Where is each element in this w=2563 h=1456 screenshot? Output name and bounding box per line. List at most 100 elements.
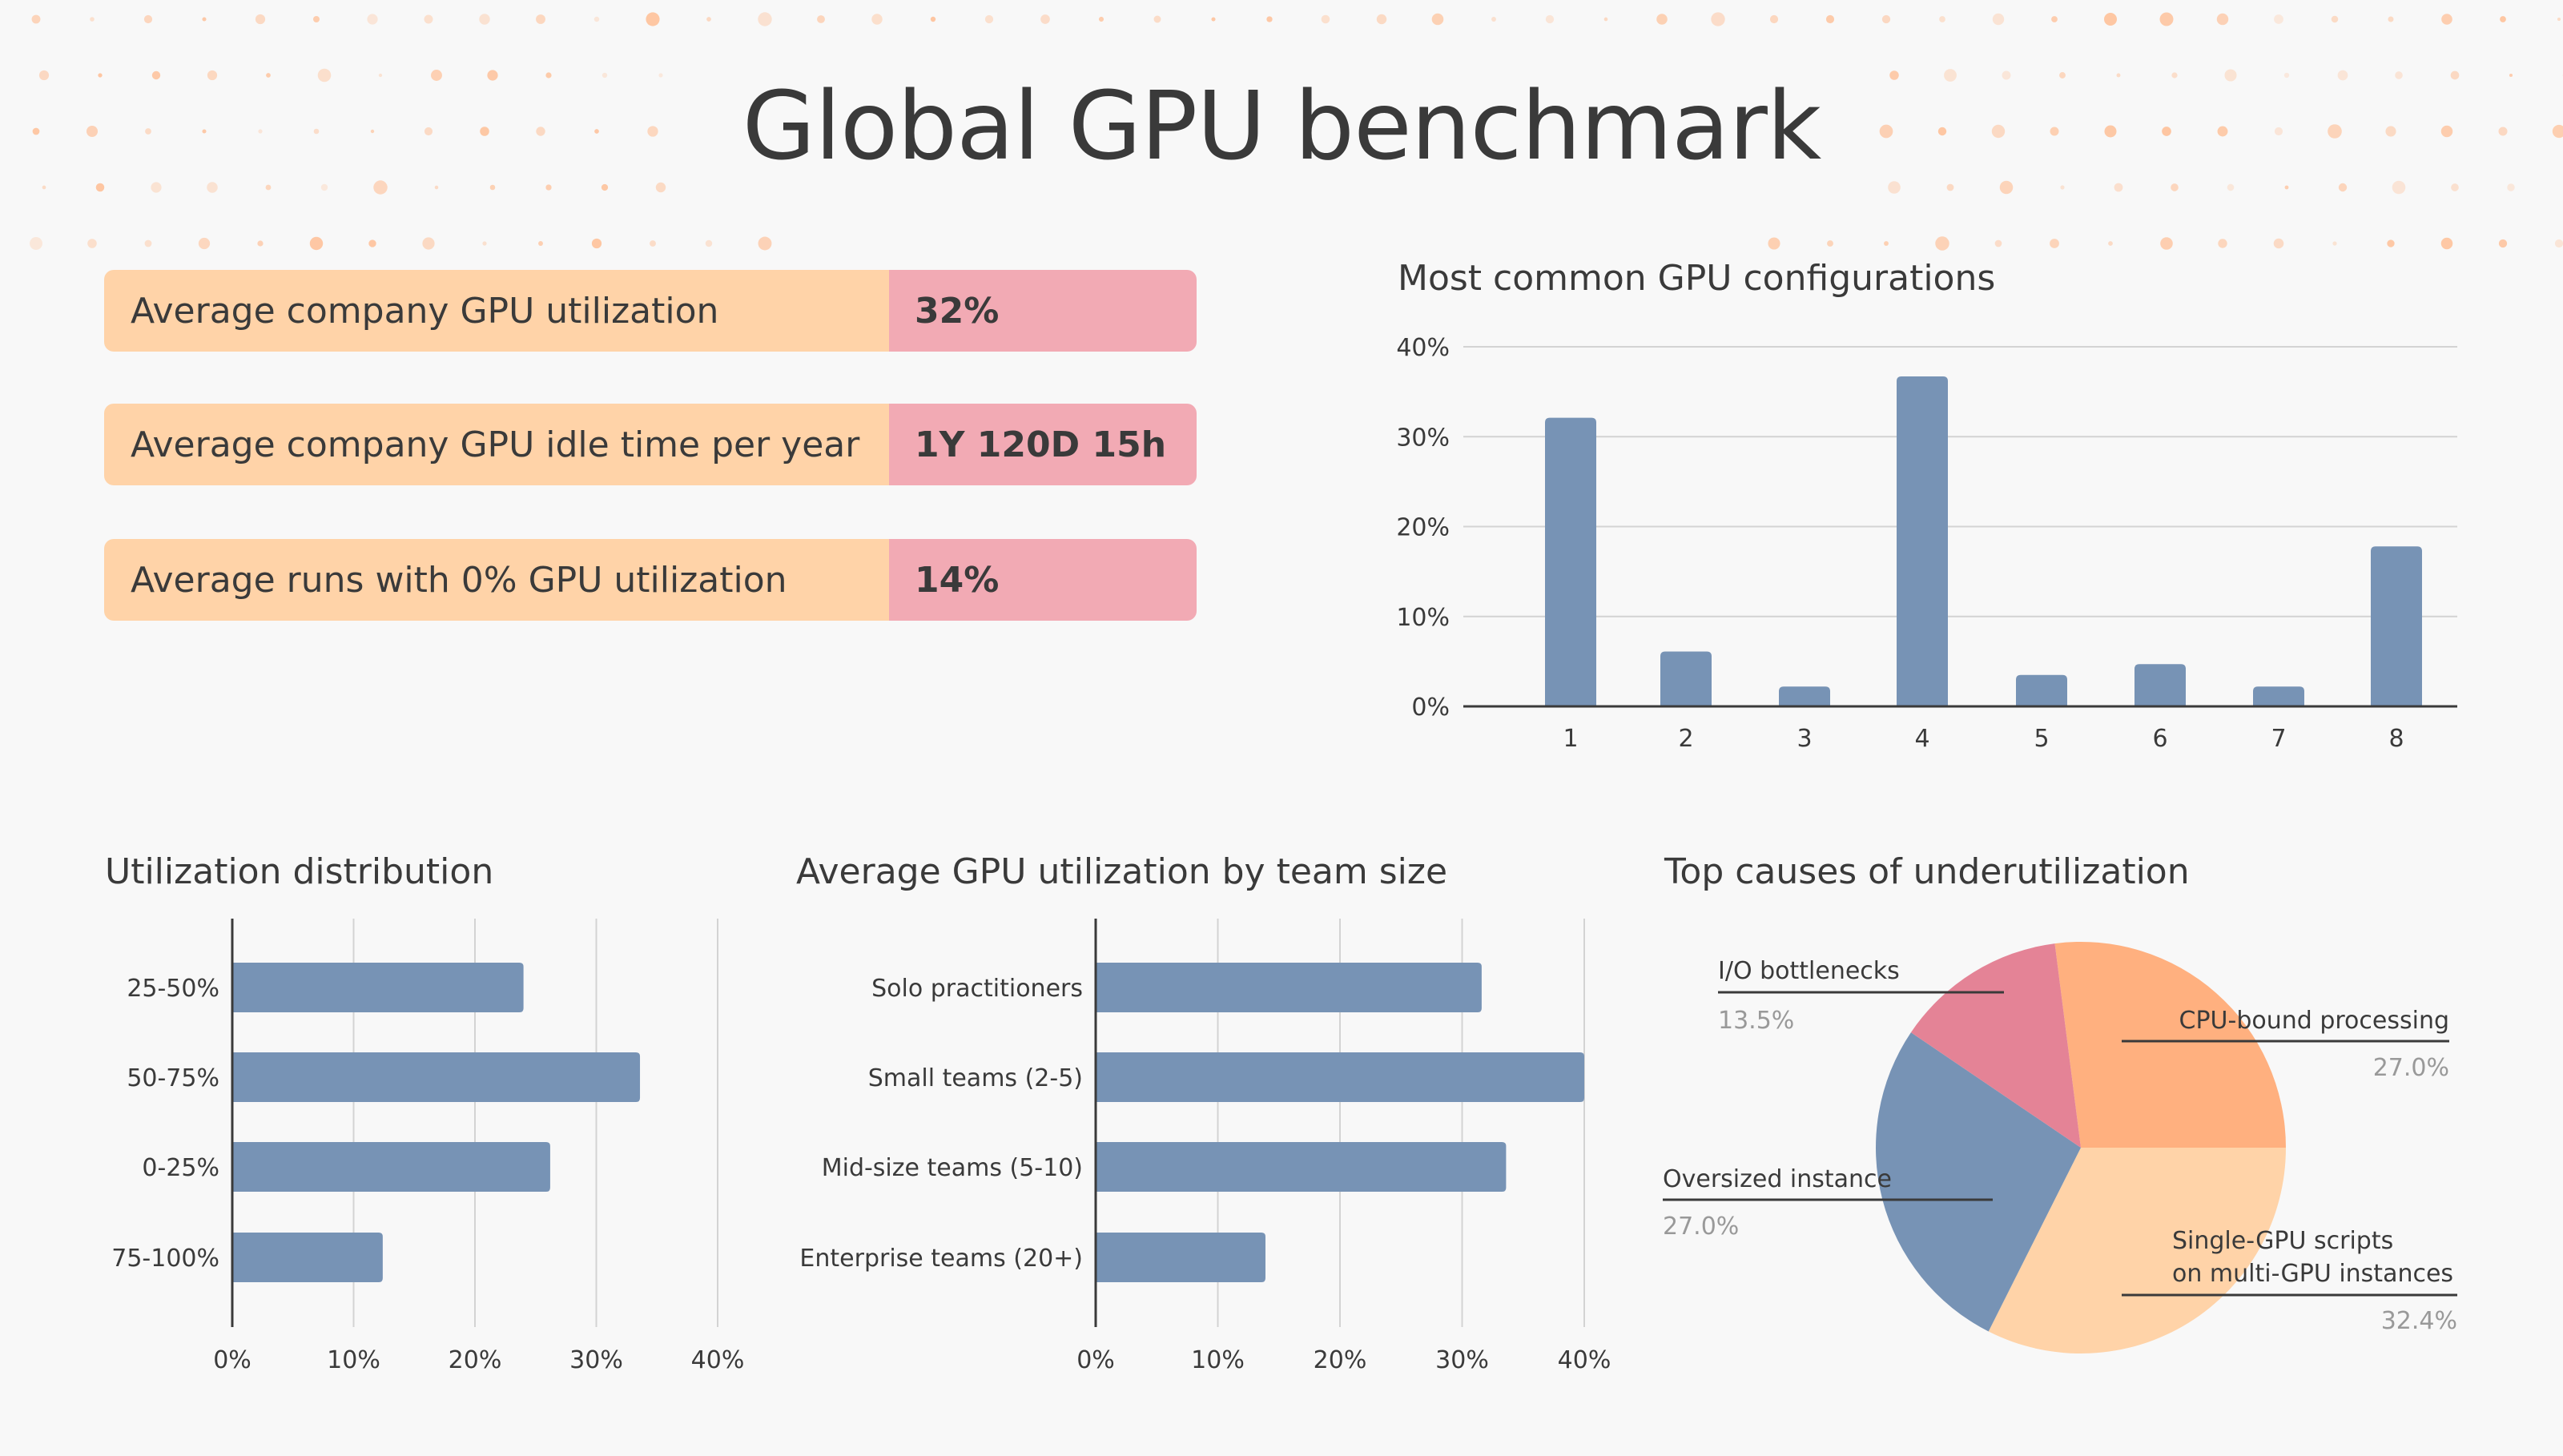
distribution-chart-title: Utilization distribution	[105, 851, 494, 892]
decorative-dot	[313, 128, 320, 135]
decorative-dot	[30, 237, 42, 250]
decorative-dot	[479, 14, 490, 25]
decorative-dot	[817, 15, 825, 23]
decorative-dot	[2451, 183, 2459, 191]
pie-label-io-bottlenecks: I/O bottlenecks	[1718, 957, 1900, 985]
decorative-dot	[758, 236, 772, 251]
bar-config-6	[2134, 664, 2186, 706]
decorative-dot	[1879, 124, 1893, 139]
decorative-dot	[2227, 183, 2235, 191]
decorative-dot	[1825, 14, 1835, 24]
decorative-dot	[602, 72, 608, 78]
decorative-dot	[2114, 183, 2123, 192]
decorative-dot	[2108, 241, 2113, 246]
decorative-dot	[2216, 13, 2229, 26]
decorative-dot	[1889, 70, 1899, 80]
pie-slice-1	[1988, 1148, 2286, 1353]
decorative-dot	[706, 17, 711, 22]
decorative-dot	[1153, 15, 1161, 23]
decorative-dot	[594, 129, 599, 134]
decorative-dot	[255, 14, 266, 25]
decorative-dot	[87, 239, 97, 248]
decorative-dot	[309, 236, 324, 251]
decorative-dot	[202, 129, 207, 134]
decorative-dot	[42, 185, 46, 190]
x-tick-label: 40%	[1558, 1346, 1611, 1374]
decorative-dot	[1769, 14, 1779, 24]
y-tick-label: 30%	[1396, 424, 1450, 452]
decorative-dot	[1431, 13, 1444, 26]
decorative-dot	[1211, 17, 1216, 22]
bar-2-1	[1096, 1052, 1584, 1102]
x-tick-label: 5	[2034, 725, 2049, 753]
decorative-dot	[151, 70, 161, 80]
pie-value-single-gpu: 32.4%	[2381, 1307, 2457, 1335]
x-tick-label: 2	[1678, 725, 1693, 753]
x-tick-label: 0%	[213, 1346, 251, 1374]
pie-label-cpu-bound: CPU-bound processing	[2179, 1007, 2450, 1035]
decorative-dot	[38, 70, 50, 81]
decorative-dot	[871, 14, 883, 25]
decorative-dot	[1944, 69, 1957, 82]
decorative-dot	[930, 16, 936, 22]
decorative-dot	[207, 70, 218, 81]
decorative-dot	[145, 128, 151, 135]
decorative-dot	[487, 70, 498, 81]
decorative-dot	[1711, 12, 1725, 26]
decorative-dot	[1545, 14, 1555, 24]
decorative-dot	[422, 237, 435, 250]
decorative-dot	[1939, 16, 1945, 22]
pie-chart-title: Top causes of underutilization	[1664, 851, 2190, 892]
decorative-dot	[1040, 14, 1050, 24]
decorative-dot	[1768, 237, 1780, 250]
decorative-dot	[2104, 125, 2117, 138]
stat-idle-time: Average company GPU idle time per year 1…	[104, 404, 1197, 485]
decorative-dot	[2395, 71, 2403, 79]
decorative-dot	[431, 70, 442, 81]
category-label: Small teams (2-5)	[868, 1064, 1083, 1092]
decorative-dot	[655, 182, 666, 193]
decorative-dot	[2331, 15, 2339, 23]
decorative-dot	[1937, 127, 1947, 136]
decorative-dot	[2050, 127, 2059, 136]
pie-label-single-gpu-line1: Single-GPU scripts	[2172, 1227, 2393, 1255]
bar-2-0	[1096, 963, 1482, 1012]
decorative-dot	[2440, 125, 2453, 138]
x-tick-label: 8	[2388, 725, 2404, 753]
pie-label-oversized: Oversized instance	[1663, 1165, 1892, 1193]
decorative-dot	[378, 73, 383, 78]
decorative-dot	[2441, 14, 2452, 25]
bar-config-8	[2371, 546, 2422, 706]
decorative-dot	[2388, 16, 2394, 22]
decorative-dot	[424, 127, 433, 136]
decorative-dot	[1321, 14, 1330, 24]
decorative-dot	[1994, 239, 2002, 247]
decorative-dot	[2059, 72, 2066, 78]
decorative-dot	[1603, 17, 1608, 22]
decorative-dot	[536, 14, 545, 24]
bar-config-2	[1660, 651, 1712, 706]
decorative-dot	[1266, 16, 1273, 22]
decorative-dot	[313, 16, 320, 22]
decorative-dot	[151, 182, 162, 193]
decorative-dot	[2440, 237, 2453, 250]
decorative-dot	[1946, 183, 1954, 191]
decorative-dot	[202, 17, 207, 22]
pie-value-io-bottlenecks: 13.5%	[1718, 1007, 1794, 1035]
decorative-dot	[984, 14, 994, 24]
decorative-dot	[266, 73, 271, 78]
decorative-dot	[591, 238, 602, 249]
decorative-dot	[370, 129, 375, 134]
x-tick-label: 30%	[569, 1346, 623, 1374]
decorative-dot	[2284, 185, 2289, 190]
decorative-dot	[32, 127, 40, 135]
decorative-dot	[2116, 73, 2121, 78]
decorative-dot	[2060, 185, 2065, 190]
decorative-dot	[368, 239, 376, 247]
y-tick-label: 10%	[1396, 604, 1450, 632]
decorative-dot	[2002, 70, 2011, 80]
decorative-dot	[2050, 239, 2059, 248]
decorative-dot	[95, 183, 105, 192]
decorative-dot	[2450, 70, 2460, 80]
decorative-dot	[1656, 14, 1668, 25]
